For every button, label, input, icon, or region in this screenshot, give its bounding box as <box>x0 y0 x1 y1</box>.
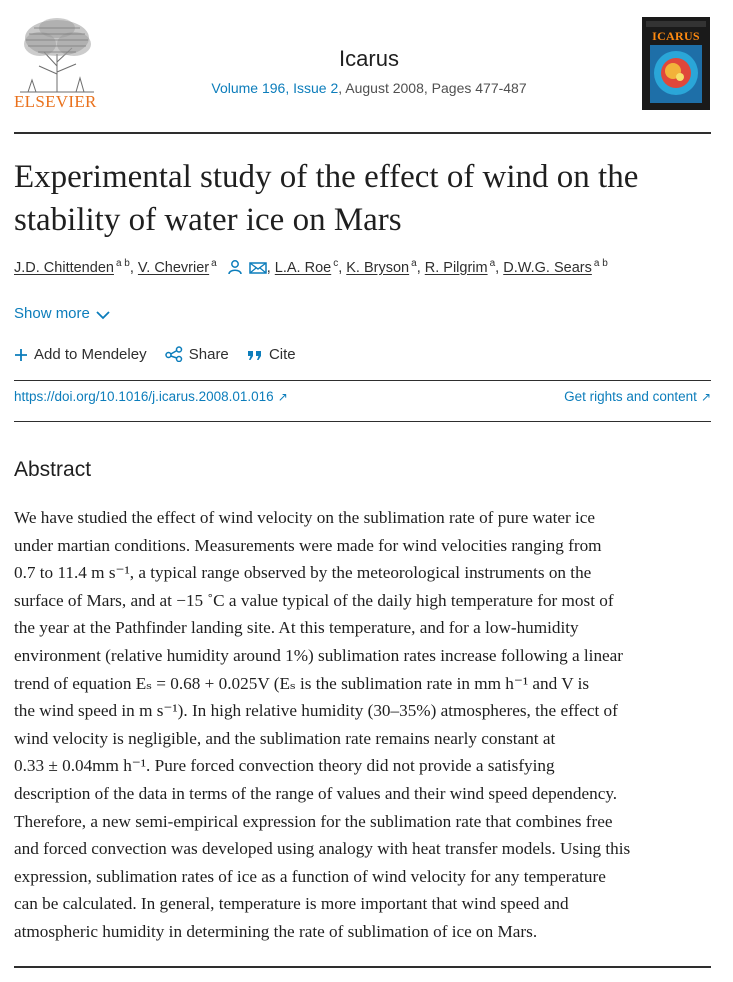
author-list: J.D. Chittenden a b, V. Chevrier a , L.A. … <box>14 258 714 279</box>
date-pages: , August 2008, Pages 477-487 <box>338 80 527 96</box>
abstract-line: atmospheric humidity in determining the … <box>14 921 538 941</box>
doi-text: https://doi.org/10.1016/j.icarus.2008.01… <box>14 389 274 404</box>
author: V. Chevrier a <box>137 258 267 279</box>
share-icon <box>165 346 182 363</box>
publisher-name: ELSEVIER <box>14 92 97 111</box>
envelope-icon[interactable] <box>248 261 267 279</box>
title-line: Experimental study of the effect of wind… <box>14 159 639 195</box>
author: R. Pilgrim a <box>424 258 496 276</box>
author-link[interactable]: K. Bryson <box>346 259 410 276</box>
chevron-down-icon <box>96 311 110 320</box>
share-button[interactable]: Share <box>165 346 229 363</box>
article-actions: Add to Mendeley Share Cite <box>14 346 310 363</box>
links-divider <box>14 421 711 422</box>
show-more-label: Show more <box>14 305 90 322</box>
abstract-line: expression, sublimation rates of ice as … <box>14 866 606 886</box>
title-line: stability of water ice on Mars <box>14 202 402 238</box>
article-header: ELSEVIER Icarus Volume 196, Issue 2, Aug… <box>14 14 711 132</box>
abstract-line: 0.7 to 11.4 m s⁻¹, a typical range obser… <box>14 563 592 583</box>
abstract-body: We have studied the effect of wind veloc… <box>14 504 716 946</box>
abstract-line: surface of Mars, and at −15 ˚C a value t… <box>14 590 614 610</box>
author-link[interactable]: J.D. Chittenden <box>14 259 114 276</box>
abstract-line: under martian conditions. Measurements w… <box>14 535 602 555</box>
abstract-line: Therefore, a new semi-empirical expressi… <box>14 811 613 831</box>
author-link[interactable]: R. Pilgrim <box>424 259 488 276</box>
journal-info: Icarus Volume 196, Issue 2, August 2008,… <box>164 46 574 96</box>
abstract-line: can be calculated. In general, temperatu… <box>14 894 569 914</box>
abstract-line: environment (relative humidity around 1%… <box>14 645 624 665</box>
rights-text: Get rights and content <box>564 389 697 404</box>
abstract-bottom-divider <box>14 966 711 968</box>
volume-issue-link[interactable]: Volume 196, Issue 2 <box>211 80 339 96</box>
author-affiliation: a <box>489 258 496 269</box>
author: L.A. Roe c <box>274 258 339 276</box>
share-label: Share <box>188 346 229 363</box>
header-divider <box>14 132 711 134</box>
abstract-line: trend of equation Eₛ = 0.68 + 0.025V (Eₛ… <box>14 673 590 693</box>
author: D.W.G. Sears a b <box>503 258 608 276</box>
author-affiliation: c <box>333 258 339 269</box>
cite-label: Cite <box>268 346 296 363</box>
cite-button[interactable]: Cite <box>247 346 296 363</box>
abstract-line: description of the data in terms of the … <box>14 783 618 803</box>
abstract-line: wind velocity is negligible, and the sub… <box>14 728 556 748</box>
abstract-heading: Abstract <box>14 458 92 481</box>
quote-icon <box>247 351 261 360</box>
mendeley-label: Add to Mendeley <box>34 346 147 363</box>
show-more-button[interactable]: Show more <box>14 305 110 322</box>
journal-title-link[interactable]: Icarus <box>339 46 399 71</box>
abstract-line: the year at the Pathfinder landing site.… <box>14 618 579 638</box>
abstract-line: We have studied the effect of wind veloc… <box>14 508 596 527</box>
plus-icon <box>15 349 27 361</box>
author: J.D. Chittenden a b <box>14 258 130 276</box>
external-link-icon: ↗ <box>277 390 288 404</box>
author-link[interactable]: V. Chevrier <box>137 259 210 276</box>
actions-divider <box>14 380 711 381</box>
article-title: Experimental study of the effect of wind… <box>14 156 714 242</box>
person-icon[interactable] <box>227 259 243 279</box>
journal-meta: Volume 196, Issue 2, August 2008, Pages … <box>164 80 574 96</box>
external-link-icon: ↗ <box>700 390 711 404</box>
author-link[interactable]: L.A. Roe <box>274 259 332 276</box>
author-affiliation: a b <box>593 258 608 269</box>
author-affiliation: a <box>411 258 417 269</box>
doi-link[interactable]: https://doi.org/10.1016/j.icarus.2008.01… <box>14 389 288 404</box>
elsevier-tree-logo[interactable]: ELSEVIER <box>14 14 100 111</box>
journal-cover-image[interactable]: ICARUS <box>642 17 710 110</box>
add-to-mendeley-button[interactable]: Add to Mendeley <box>14 346 147 363</box>
author: K. Bryson a <box>346 258 417 276</box>
author-affiliation: a <box>211 258 217 269</box>
author-affiliation: a b <box>115 258 130 269</box>
abstract-line: the wind speed in m s⁻¹). In high relati… <box>14 701 618 721</box>
author-link[interactable]: D.W.G. Sears <box>503 259 592 276</box>
cover-title: ICARUS <box>652 29 700 43</box>
abstract-line: 0.33 ± 0.04mm h⁻¹. Pure forced convectio… <box>14 756 555 776</box>
rights-link[interactable]: Get rights and content ↗ <box>564 389 711 404</box>
abstract-line: and forced convection was developed usin… <box>14 839 631 859</box>
